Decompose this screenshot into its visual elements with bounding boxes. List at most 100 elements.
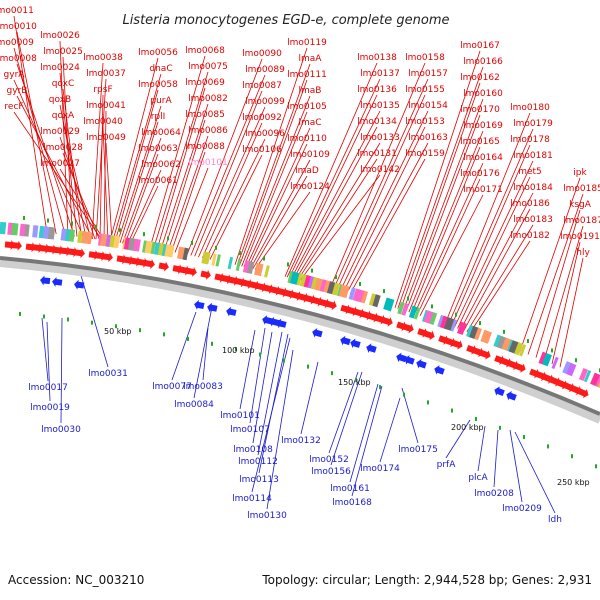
gene-block <box>319 279 328 293</box>
label-connector <box>13 111 103 241</box>
label-connector <box>127 169 162 245</box>
scale-tick <box>547 444 549 449</box>
gene-label-lmo0085: lmo0085 <box>185 110 225 120</box>
forward-gene-arrow <box>480 350 491 360</box>
label-connector <box>450 144 531 327</box>
gene-block <box>497 335 508 350</box>
scale-tick <box>239 251 241 256</box>
gene-label-lmo0186: lmo0186 <box>510 199 550 209</box>
label-connector <box>551 241 581 365</box>
topology-text: Topology: circular; Length: 2,944,528 bp… <box>262 573 592 587</box>
scale-tick <box>23 215 25 220</box>
gene-block <box>264 265 270 278</box>
gene-label-lmo0182: lmo0182 <box>510 231 550 241</box>
gene-label-lmo0165: lmo0165 <box>460 137 500 147</box>
gene-block <box>360 290 369 304</box>
gene-label-lmo0009: lmo0009 <box>0 38 34 48</box>
label-connector <box>332 78 429 290</box>
gene-label-lmo0040: lmo0040 <box>83 117 123 127</box>
label-connector <box>13 15 48 233</box>
gene-label-lmo0062: lmo0062 <box>141 160 181 170</box>
label-connector <box>394 50 481 308</box>
gene-block <box>583 369 592 383</box>
gene-block <box>32 225 39 238</box>
gene-label-lmo0099: lmo0099 <box>245 97 285 107</box>
gene-block <box>514 342 524 356</box>
scale-tick <box>523 434 525 439</box>
scale-label-150: 150 kbp <box>338 378 371 387</box>
label-connector <box>241 95 311 267</box>
gene-label-plcA: plcA <box>468 473 488 483</box>
label-connector <box>239 79 308 266</box>
gene-label-lmo0164: lmo0164 <box>463 153 503 163</box>
gene-label-lmo0030: lmo0030 <box>41 425 81 435</box>
gene-label-ldh: ldh <box>548 515 562 525</box>
gene-label-lmo0017: lmo0017 <box>28 383 68 393</box>
gene-label-lmo0112: lmo0112 <box>238 457 278 467</box>
scale-tick <box>167 236 169 241</box>
label-connector <box>349 158 426 295</box>
gene-block <box>24 224 30 237</box>
label-connector <box>445 419 471 459</box>
gene-label-lmo0155: lmo0155 <box>405 85 445 95</box>
gene-label-lmo0063: lmo0063 <box>138 144 178 154</box>
gene-label-lmo0152: lmo0152 <box>309 455 349 465</box>
label-connector <box>535 209 581 358</box>
label-connector <box>300 361 319 435</box>
gene-label-lmo0167: lmo0167 <box>460 41 500 51</box>
gene-label-purA: purA <box>150 96 172 106</box>
gene-label-lmo0114: lmo0114 <box>232 494 272 504</box>
scale-tick <box>355 377 357 382</box>
scale-tick <box>503 329 505 334</box>
label-connector <box>167 135 209 252</box>
gene-label-lmo0101: lmo0101 <box>220 411 260 421</box>
gene-label-lmo0088: lmo0088 <box>185 142 225 152</box>
gene-block <box>83 231 93 245</box>
gene-block <box>242 260 251 274</box>
scale-tick <box>211 341 213 346</box>
gene-label-ipk: ipk <box>573 168 587 178</box>
scale-tick <box>71 221 73 226</box>
forward-strand-arrows <box>4 240 589 399</box>
gene-label-lmo0184: lmo0184 <box>513 183 553 193</box>
scale-tick <box>115 324 117 329</box>
forward-gene-labels: lmo0011 lmo0010 lmo0009 lmo0008 gyrA gyrB recF… <box>0 6 600 258</box>
gene-label-prfA: prfA <box>437 460 457 470</box>
gene-label-lmo0159: lmo0159 <box>405 149 445 159</box>
scale-tick <box>67 317 69 322</box>
scale-tick <box>235 347 237 352</box>
forward-gene-arrow <box>158 261 169 272</box>
gene-label-lmo0028: lmo0028 <box>43 143 83 153</box>
gene-label-lmo0142: lmo0142 <box>360 165 400 175</box>
label-connector <box>79 271 109 368</box>
scale-tick <box>91 320 93 325</box>
gene-label-lmo0156: lmo0156 <box>311 467 351 477</box>
label-connector <box>186 58 263 255</box>
gene-label-lmo0169: lmo0169 <box>463 121 503 131</box>
gene-label-lmo0113: lmo0113 <box>239 475 279 485</box>
scale-tick <box>575 358 577 363</box>
scale-tick <box>283 358 285 363</box>
label-connector <box>198 106 266 258</box>
gene-label-lmo0166: lmo0166 <box>463 57 503 67</box>
scale-tick <box>551 348 553 353</box>
gene-block <box>590 372 600 387</box>
gene-label-lmo0092: lmo0092 <box>242 113 282 123</box>
label-connector <box>60 317 63 424</box>
gene-label-lmo0090: lmo0090 <box>242 49 282 59</box>
scale-tick <box>43 314 45 319</box>
gene-block <box>338 284 350 299</box>
gene-block <box>246 261 255 274</box>
gene-label-met5: met5 <box>518 167 542 177</box>
gene-label-lmo0087: lmo0087 <box>242 81 282 91</box>
label-connector <box>160 103 209 250</box>
label-connector <box>119 121 159 243</box>
label-connector <box>457 176 531 329</box>
scale-tick-marks <box>19 215 600 469</box>
scale-tick <box>187 336 189 341</box>
label-connector <box>245 127 311 268</box>
gene-label-hly: hly <box>576 248 590 258</box>
label-connector <box>416 178 481 316</box>
gene-block <box>132 238 141 252</box>
